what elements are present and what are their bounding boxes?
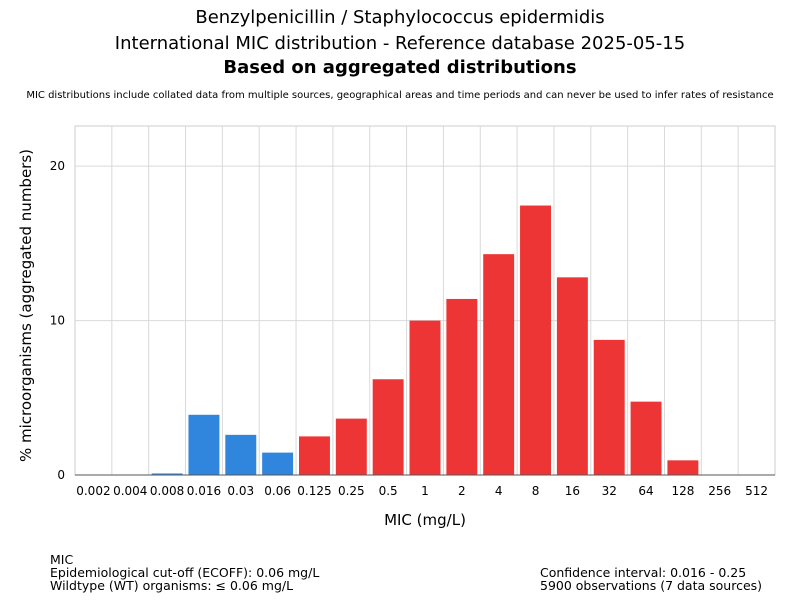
x-tick-label: 512 <box>745 484 768 498</box>
x-tick-label: 0.002 <box>76 484 110 498</box>
bar-2 <box>446 298 478 475</box>
footer-right: Confidence interval: 0.016 - 0.25 5900 o… <box>540 566 762 592</box>
bar-1 <box>409 320 441 475</box>
bar-0.016 <box>188 414 220 475</box>
x-tick-label: 1 <box>421 484 429 498</box>
x-tick-label: 16 <box>565 484 580 498</box>
x-tick-label: 128 <box>671 484 694 498</box>
footer-observations: 5900 observations (7 data sources) <box>540 578 763 593</box>
bar-64 <box>630 401 662 475</box>
x-tick-label: 4 <box>495 484 503 498</box>
footer-ecoff: Epidemiological cut-off (ECOFF): 0.06 mg… <box>50 565 320 580</box>
y-tick-label: 20 <box>50 159 65 173</box>
x-tick-label: 0.125 <box>297 484 331 498</box>
x-tick-label: 256 <box>708 484 731 498</box>
x-tick-label: 8 <box>532 484 540 498</box>
x-tick-label: 0.06 <box>264 484 291 498</box>
bar-0.5 <box>372 379 404 475</box>
bar-32 <box>593 339 625 475</box>
bar-128 <box>667 460 699 475</box>
bar-8 <box>520 205 551 476</box>
x-tick-label: 2 <box>458 484 466 498</box>
footer-confidence-interval: Confidence interval: 0.016 - 0.25 <box>540 565 747 580</box>
footer-mic-label: MIC <box>50 552 74 567</box>
bar-0.125 <box>299 436 330 475</box>
x-tick-label: 0.016 <box>187 484 221 498</box>
x-axis-title: MIC (mg/L) <box>384 511 466 529</box>
bar-16 <box>556 277 588 475</box>
x-tick-label: 0.5 <box>379 484 398 498</box>
x-tick-label: 0.03 <box>227 484 254 498</box>
bar-0.06 <box>262 452 294 475</box>
x-tick-label: 0.25 <box>338 484 365 498</box>
chart-title: Benzylpenicillin / Staphylococcus epider… <box>195 7 605 28</box>
footer-left: MIC Epidemiological cut-off (ECOFF): 0.0… <box>50 553 319 592</box>
bar-0.25 <box>335 418 367 475</box>
y-tick-label: 10 <box>50 314 65 328</box>
y-axis-title: % microorganisms (aggregated numbers) <box>17 149 35 462</box>
bar-0.008 <box>151 473 183 475</box>
x-tick-label: 32 <box>602 484 617 498</box>
footer-wildtype: Wildtype (WT) organisms: ≤ 0.06 mg/L <box>50 578 294 593</box>
x-tick-label: 0.008 <box>150 484 184 498</box>
x-tick-label: 64 <box>638 484 653 498</box>
x-tick-label: 0.004 <box>113 484 147 498</box>
y-tick-label: 0 <box>57 468 65 482</box>
chart-subtitle: International MIC distribution - Referen… <box>114 33 686 54</box>
chart-note: MIC distributions include collated data … <box>26 90 774 101</box>
bar-0.03 <box>225 434 257 475</box>
bar-4 <box>483 254 515 475</box>
chart-subtitle-bold: Based on aggregated distributions <box>223 57 577 78</box>
